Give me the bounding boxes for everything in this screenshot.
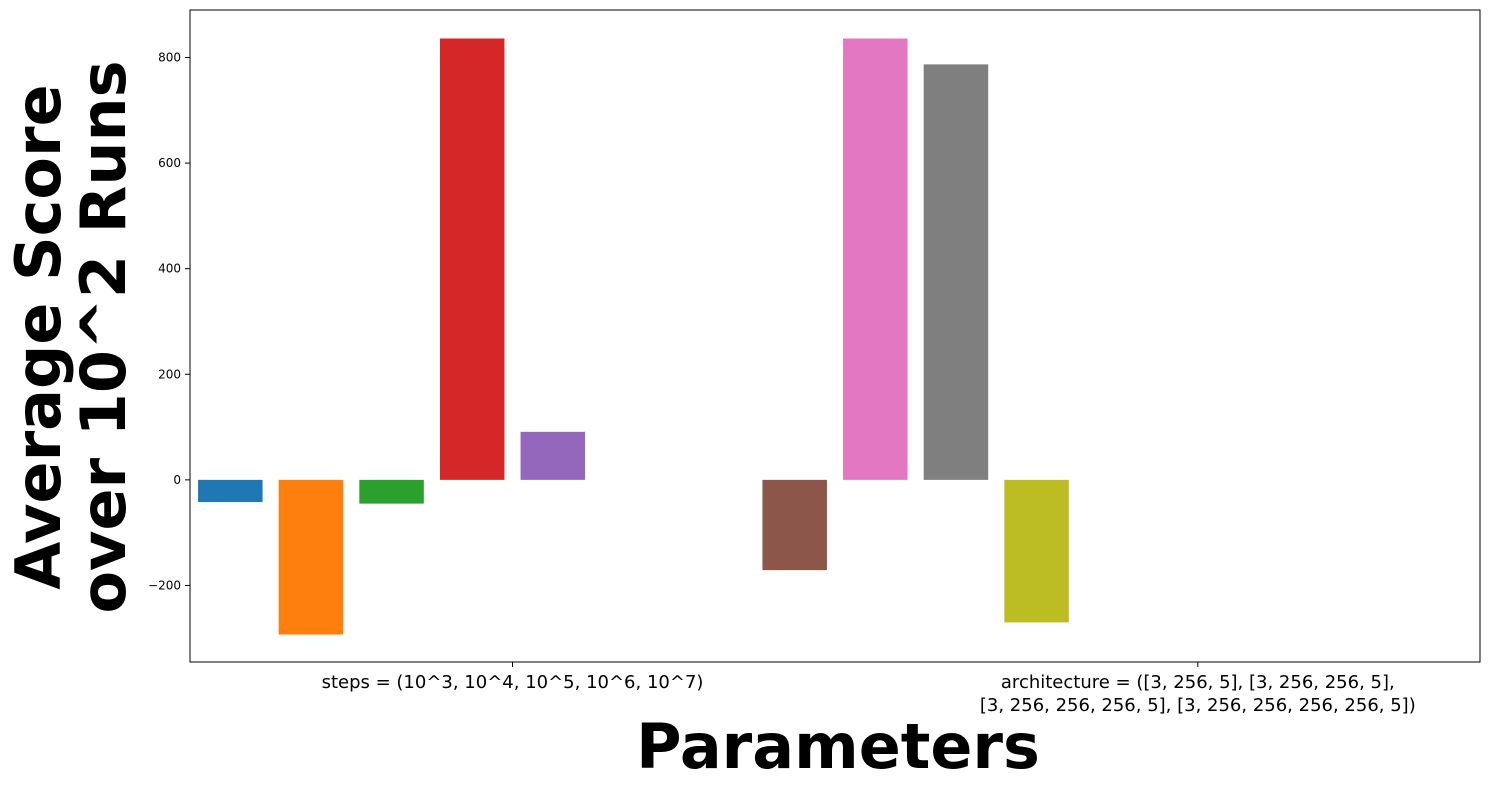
bar-7 <box>923 64 989 480</box>
bar-5 <box>762 479 827 571</box>
y-axis-title-line-2: over 10^2 Runs <box>67 60 140 613</box>
y-tick-label: 0 <box>173 473 181 487</box>
y-axis-title-line-1: Average Score <box>2 84 75 589</box>
y-tick-label: −200 <box>148 578 181 592</box>
y-axis: −200 0 200 400 600 800 <box>148 51 190 592</box>
bars-group <box>198 38 1069 635</box>
y-tick-label: 800 <box>158 51 181 65</box>
bar-6 <box>843 38 908 480</box>
bar-0 <box>198 479 263 503</box>
bar-4 <box>520 431 586 480</box>
y-tick-label: 200 <box>158 367 181 381</box>
x-tick-label: architecture = ([3, 256, 5], [3, 256, 25… <box>1001 672 1395 693</box>
bar-2 <box>359 479 424 504</box>
y-axis-title: Average Score over 10^2 Runs <box>2 60 140 613</box>
plot-area-frame <box>189 9 1481 663</box>
bar-8 <box>1004 479 1069 623</box>
bar-1 <box>278 479 344 635</box>
x-tick-label: steps = (10^3, 10^4, 10^5, 10^6, 10^7) <box>322 672 704 693</box>
x-tick-label: [3, 256, 256, 256, 5], [3, 256, 256, 256… <box>980 695 1416 716</box>
y-tick-label: 600 <box>158 156 181 170</box>
y-tick-label: 400 <box>158 262 181 276</box>
x-axis: steps = (10^3, 10^4, 10^5, 10^6, 10^7) ar… <box>322 662 1416 716</box>
bar-3 <box>439 38 505 480</box>
x-axis-title: Parameters <box>636 710 1040 783</box>
